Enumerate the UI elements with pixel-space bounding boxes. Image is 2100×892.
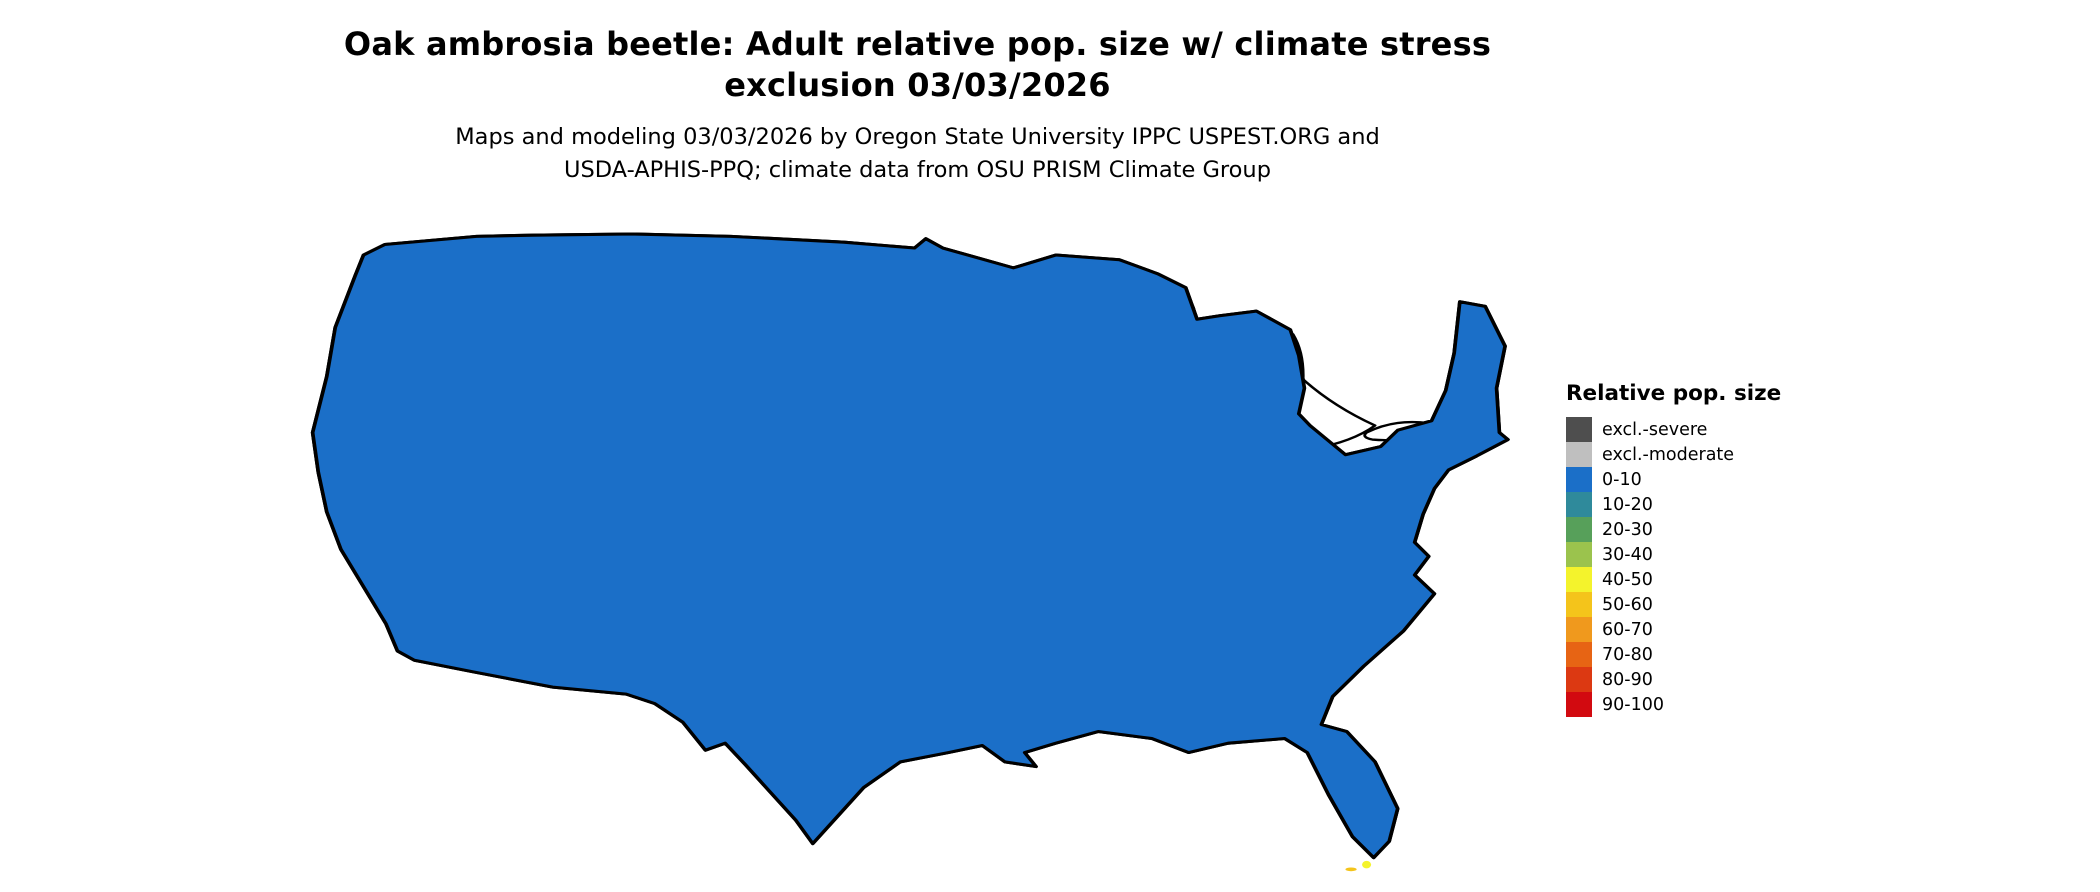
figure-subtitle-line1: Maps and modeling 03/03/2026 by Oregon S… [455, 124, 1380, 150]
florida-keys-gold-speck [1345, 867, 1357, 872]
legend-item: 30-40 [1566, 542, 1781, 567]
legend-label: 50-60 [1602, 594, 1653, 615]
legend-item: 0-10 [1566, 467, 1781, 492]
legend-swatch [1566, 642, 1592, 667]
figure-title: Oak ambrosia beetle: Adult relative pop.… [0, 24, 1835, 106]
legend-item: 80-90 [1566, 667, 1781, 692]
legend-label: excl.-severe [1602, 419, 1708, 440]
legend-swatch [1566, 417, 1592, 442]
legend-item: 90-100 [1566, 692, 1781, 717]
legend-swatch [1566, 617, 1592, 642]
legend-swatch [1566, 442, 1592, 467]
legend-rows: excl.-severe excl.-moderate 0-10 10-20 20-30… [1566, 417, 1781, 717]
legend-item: excl.-severe [1566, 417, 1781, 442]
figure-title-line1: Oak ambrosia beetle: Adult relative pop.… [343, 25, 1492, 63]
legend-swatch [1566, 592, 1592, 617]
legend-swatch [1566, 567, 1592, 592]
legend-swatch [1566, 492, 1592, 517]
legend-label: 30-40 [1602, 544, 1653, 565]
legend-label: 0-10 [1602, 469, 1642, 490]
legend-label: excl.-moderate [1602, 444, 1735, 465]
legend-swatch [1566, 467, 1592, 492]
us-map [307, 227, 1522, 881]
legend-label: 40-50 [1602, 569, 1653, 590]
legend-swatch [1566, 517, 1592, 542]
legend-label: 60-70 [1602, 619, 1653, 640]
legend-item: 40-50 [1566, 567, 1781, 592]
figure-subtitle: Maps and modeling 03/03/2026 by Oregon S… [0, 121, 1835, 187]
legend: Relative pop. size excl.-severe excl.-mod… [1566, 381, 1781, 717]
legend-swatch [1566, 692, 1592, 717]
legend-label: 70-80 [1602, 644, 1653, 665]
legend-label: 10-20 [1602, 494, 1653, 515]
legend-label: 80-90 [1602, 669, 1653, 690]
legend-swatch [1566, 542, 1592, 567]
legend-title: Relative pop. size [1566, 381, 1782, 406]
figure-title-line2: exclusion 03/03/2026 [724, 66, 1111, 104]
us-outline [310, 232, 1510, 860]
legend-item: excl.-moderate [1566, 442, 1781, 467]
legend-swatch [1566, 667, 1592, 692]
figure-subtitle-line2: USDA-APHIS-PPQ; climate data from OSU PR… [564, 157, 1271, 183]
florida-keys-yellow-patch [1362, 860, 1372, 869]
legend-item: 10-20 [1566, 492, 1781, 517]
legend-item: 50-60 [1566, 592, 1781, 617]
legend-label: 90-100 [1602, 694, 1664, 715]
legend-item: 20-30 [1566, 517, 1781, 542]
legend-label: 20-30 [1602, 519, 1653, 540]
legend-item: 70-80 [1566, 642, 1781, 667]
us-map-svg [310, 232, 1510, 872]
legend-item: 60-70 [1566, 617, 1781, 642]
